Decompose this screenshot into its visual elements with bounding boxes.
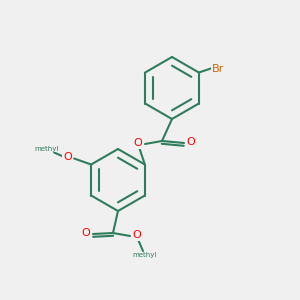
Text: O: O (132, 230, 141, 240)
Text: O: O (63, 152, 72, 163)
Text: O: O (82, 228, 90, 238)
Text: methyl: methyl (51, 149, 56, 151)
Text: methyl: methyl (47, 149, 52, 151)
Text: O: O (187, 137, 195, 147)
Text: O: O (134, 138, 142, 148)
Text: methyl: methyl (133, 252, 157, 258)
Text: Br: Br (212, 64, 224, 74)
Text: methyl: methyl (34, 146, 59, 152)
